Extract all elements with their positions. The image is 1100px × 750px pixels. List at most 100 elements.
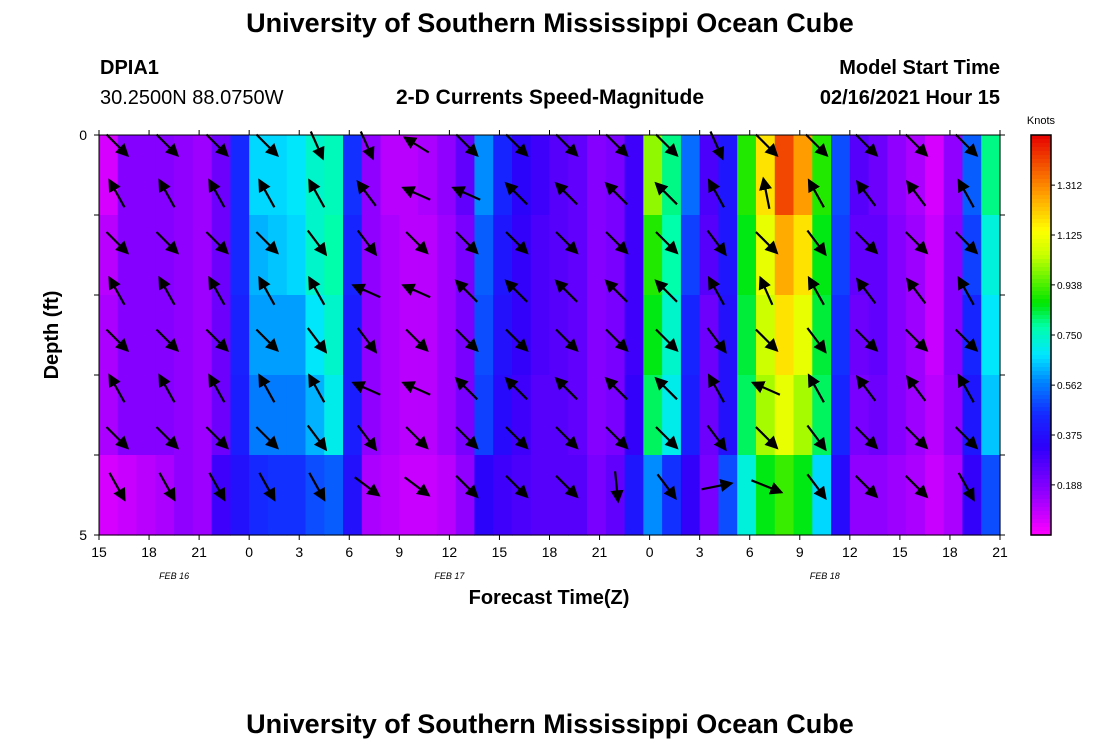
heatmap-cell [774, 455, 795, 536]
heatmap-cell [624, 375, 644, 456]
heatmap-cell [249, 455, 269, 536]
colorbar-segment [1031, 211, 1051, 216]
heatmap-cell [662, 135, 682, 216]
x-tick-label: 0 [245, 544, 253, 560]
current-arrow [454, 376, 478, 401]
current-arrow [255, 328, 279, 353]
heatmap-cell [230, 295, 250, 376]
x-tick-label: 6 [345, 544, 353, 560]
colorbar-segment [1031, 503, 1051, 508]
colorbar-segment [1031, 435, 1051, 440]
colorbar-segment [1031, 143, 1051, 148]
heatmap-cell [267, 215, 288, 296]
heatmap-cell [474, 135, 494, 216]
heatmap-cell [718, 215, 738, 296]
current-arrow [855, 277, 877, 304]
heatmap-cell [99, 135, 119, 216]
colorbar-segment [1031, 443, 1051, 448]
chart-title: University of Southern Mississippi Ocean… [246, 8, 854, 38]
x-date-label: FEB 18 [810, 571, 840, 581]
current-arrow [105, 231, 130, 255]
heatmap-cell [286, 375, 307, 456]
colorbar-segment [1031, 335, 1051, 340]
heatmap-cell [230, 135, 250, 216]
current-arrow [155, 231, 180, 255]
y-tick-label: 0 [79, 127, 87, 143]
heatmap-cell [831, 215, 851, 296]
heatmap-cell [380, 375, 400, 456]
current-arrow [905, 328, 929, 353]
heatmap-cell [793, 455, 813, 536]
current-vectors [105, 131, 979, 504]
current-arrow [306, 229, 328, 257]
heatmap-cell [117, 135, 138, 216]
heatmap-cell [436, 455, 457, 536]
heatmap-cell [568, 135, 588, 216]
colorbar-segment [1031, 363, 1051, 368]
current-arrow [308, 472, 326, 502]
station-location: 30.2500N 88.0750W [100, 87, 284, 109]
colorbar-segment [1031, 407, 1051, 412]
heatmap-cell [286, 135, 307, 216]
colorbar-segment [1031, 411, 1051, 416]
colorbar-segment [1031, 327, 1051, 332]
heatmap-cell [343, 135, 363, 216]
heatmap-cell [868, 135, 888, 216]
heatmap-cell [549, 295, 569, 376]
colorbar-segment [1031, 343, 1051, 348]
colorbar-segment [1031, 147, 1051, 152]
current-arrow [957, 472, 975, 502]
current-arrow [308, 373, 326, 403]
current-arrow [505, 231, 529, 255]
heatmap-cell [324, 455, 344, 536]
current-arrow [855, 375, 877, 402]
current-arrow [555, 475, 579, 499]
colorbar-segment [1031, 199, 1051, 204]
x-tick-label: 9 [395, 544, 403, 560]
x-axis-label: Forecast Time(Z) [469, 587, 630, 609]
current-arrow [351, 381, 381, 396]
heatmap-cell [192, 375, 213, 456]
heatmap-cell [361, 295, 382, 376]
colorbar-segment [1031, 247, 1051, 252]
colorbar-tick-label: 0.188 [1057, 481, 1082, 492]
colorbar-segment [1031, 419, 1051, 424]
current-arrow [957, 373, 975, 403]
colorbar-segment [1031, 195, 1051, 200]
current-arrow [954, 133, 979, 158]
current-arrow [655, 426, 679, 450]
colorbar-segment [1031, 315, 1051, 320]
heatmap-cell [361, 135, 382, 216]
colorbar-segment [1031, 515, 1051, 520]
current-arrow [755, 328, 779, 353]
colorbar-segment [1031, 175, 1051, 180]
heatmap-cell [418, 295, 438, 376]
current-arrow [208, 472, 226, 502]
heatmap-cell [380, 455, 400, 536]
heatmap-cell [399, 295, 419, 376]
current-arrow [105, 133, 130, 158]
heatmap-cell [249, 295, 269, 376]
colorbar-segment [1031, 283, 1051, 288]
heatmap-cell [812, 375, 832, 456]
heatmap-cell [380, 215, 400, 296]
current-arrow [905, 426, 929, 450]
current-arrow [604, 181, 628, 206]
colorbar-segment [1031, 479, 1051, 484]
colorbar-segment [1031, 359, 1051, 364]
current-arrow [554, 279, 578, 303]
heatmap-cell [887, 135, 907, 216]
current-arrow [905, 133, 929, 158]
current-arrow [255, 231, 279, 255]
x-tick-label: 15 [492, 544, 508, 560]
current-arrow [707, 275, 725, 306]
heatmap-cell [493, 375, 513, 456]
colorbar-tick-label: 1.312 [1057, 181, 1082, 192]
current-arrow [655, 328, 679, 353]
heatmap-cell [587, 295, 607, 376]
heatmap-cell [737, 455, 757, 536]
current-arrow [707, 373, 725, 403]
heatmap-cell [774, 295, 795, 376]
colorbar-tick-label: 0.375 [1057, 431, 1082, 442]
heatmap-cell [680, 135, 701, 216]
